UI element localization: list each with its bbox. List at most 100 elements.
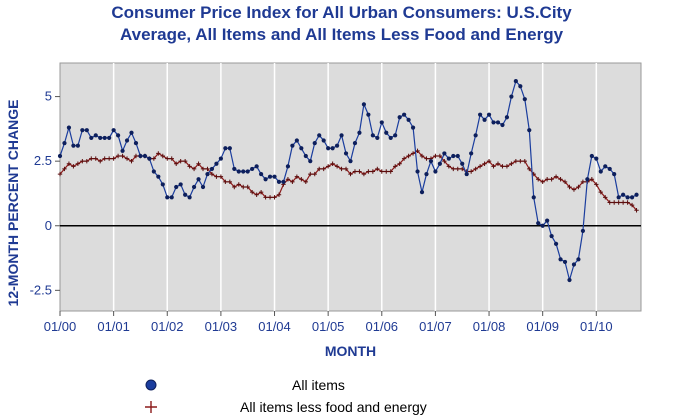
point-all-items (93, 133, 98, 138)
point-all-items (200, 184, 206, 190)
point-all-items (419, 190, 425, 195)
point-all-items (478, 112, 483, 117)
point-core (106, 156, 112, 161)
point-core (80, 158, 85, 164)
point-core (419, 153, 425, 159)
point-all-items (312, 140, 317, 146)
point-all-items (160, 182, 165, 187)
point-core (406, 153, 411, 159)
x-tick-label: 01/03 (205, 319, 238, 334)
point-all-items (594, 156, 599, 161)
point-core (410, 151, 416, 156)
point-all-items (402, 112, 407, 117)
point-all-items (473, 133, 478, 138)
point-core (236, 182, 241, 187)
point-core (232, 184, 237, 190)
point-all-items (495, 120, 501, 125)
point-core (299, 177, 304, 182)
point-all-items (223, 146, 228, 151)
point-all-items (442, 151, 447, 156)
point-core (214, 174, 219, 179)
point-core (415, 148, 420, 154)
point-all-items (562, 259, 568, 265)
point-core (580, 179, 586, 185)
point-core (361, 171, 367, 177)
point-core (392, 164, 398, 169)
point-core (491, 164, 496, 169)
point-all-items (536, 221, 541, 226)
point-all-items (227, 146, 232, 151)
point-core (437, 153, 443, 159)
point-core (263, 195, 268, 200)
point-core (509, 161, 514, 166)
x-tick-label: 01/10 (580, 319, 613, 334)
point-core (93, 156, 98, 161)
x-tick-label: 01/05 (312, 319, 345, 334)
point-all-items (165, 195, 170, 200)
point-core (245, 184, 250, 190)
legend-marker-all-items (145, 379, 157, 391)
point-core (156, 151, 161, 156)
x-tick-label: 01/02 (151, 319, 184, 334)
point-all-items (330, 146, 335, 151)
point-core (151, 156, 157, 161)
point-all-items (571, 262, 577, 267)
point-core (504, 164, 510, 169)
y-tick-label: 2.5 (34, 153, 52, 168)
point-core (133, 153, 139, 159)
x-tick-label: 01/07 (419, 319, 452, 334)
point-all-items (545, 218, 550, 223)
point-all-items (370, 133, 375, 138)
point-core (339, 166, 344, 172)
point-core (115, 153, 121, 159)
point-all-items (321, 138, 326, 143)
point-core (165, 156, 170, 161)
legend-label-all-items: All items (292, 377, 345, 393)
point-core (267, 195, 273, 200)
point-core (433, 153, 438, 159)
point-core (486, 158, 492, 164)
point-all-items (133, 140, 139, 146)
point-core (513, 158, 519, 164)
point-all-items (214, 161, 219, 166)
point-core (200, 166, 206, 172)
series-core-line (59, 150, 637, 211)
y-axis-label: 12-MONTH PERCENT CHANGE (5, 100, 21, 307)
point-all-items (116, 133, 121, 138)
point-all-items (156, 174, 161, 179)
point-core (182, 158, 188, 164)
point-core (442, 158, 447, 164)
point-core (330, 161, 335, 166)
point-core (169, 156, 174, 161)
point-core (370, 169, 376, 174)
point-all-items (491, 120, 496, 125)
point-all-items (209, 166, 215, 172)
point-core (468, 169, 474, 174)
point-all-items (236, 169, 241, 174)
point-all-items (629, 195, 635, 200)
point-core (75, 161, 81, 166)
point-all-items (580, 228, 586, 234)
point-core (196, 161, 201, 166)
point-core (357, 169, 362, 174)
x-tick-label: 01/04 (258, 319, 291, 334)
point-core (477, 164, 483, 169)
x-tick-label: 01/01 (97, 319, 130, 334)
point-all-items (259, 171, 264, 177)
point-core (549, 177, 554, 182)
point-core (375, 166, 380, 172)
point-all-items (62, 140, 67, 146)
point-all-items (263, 177, 268, 182)
point-core (209, 171, 215, 177)
point-all-items (406, 117, 411, 122)
point-core (495, 161, 501, 166)
point-all-items (540, 223, 545, 228)
point-core (594, 182, 599, 187)
point-core (325, 164, 331, 169)
point-all-items (183, 192, 188, 197)
point-all-items (285, 164, 291, 169)
point-all-items (89, 135, 94, 141)
point-core (603, 195, 608, 200)
x-tick-label: 01/09 (526, 319, 559, 334)
point-core (500, 164, 505, 169)
